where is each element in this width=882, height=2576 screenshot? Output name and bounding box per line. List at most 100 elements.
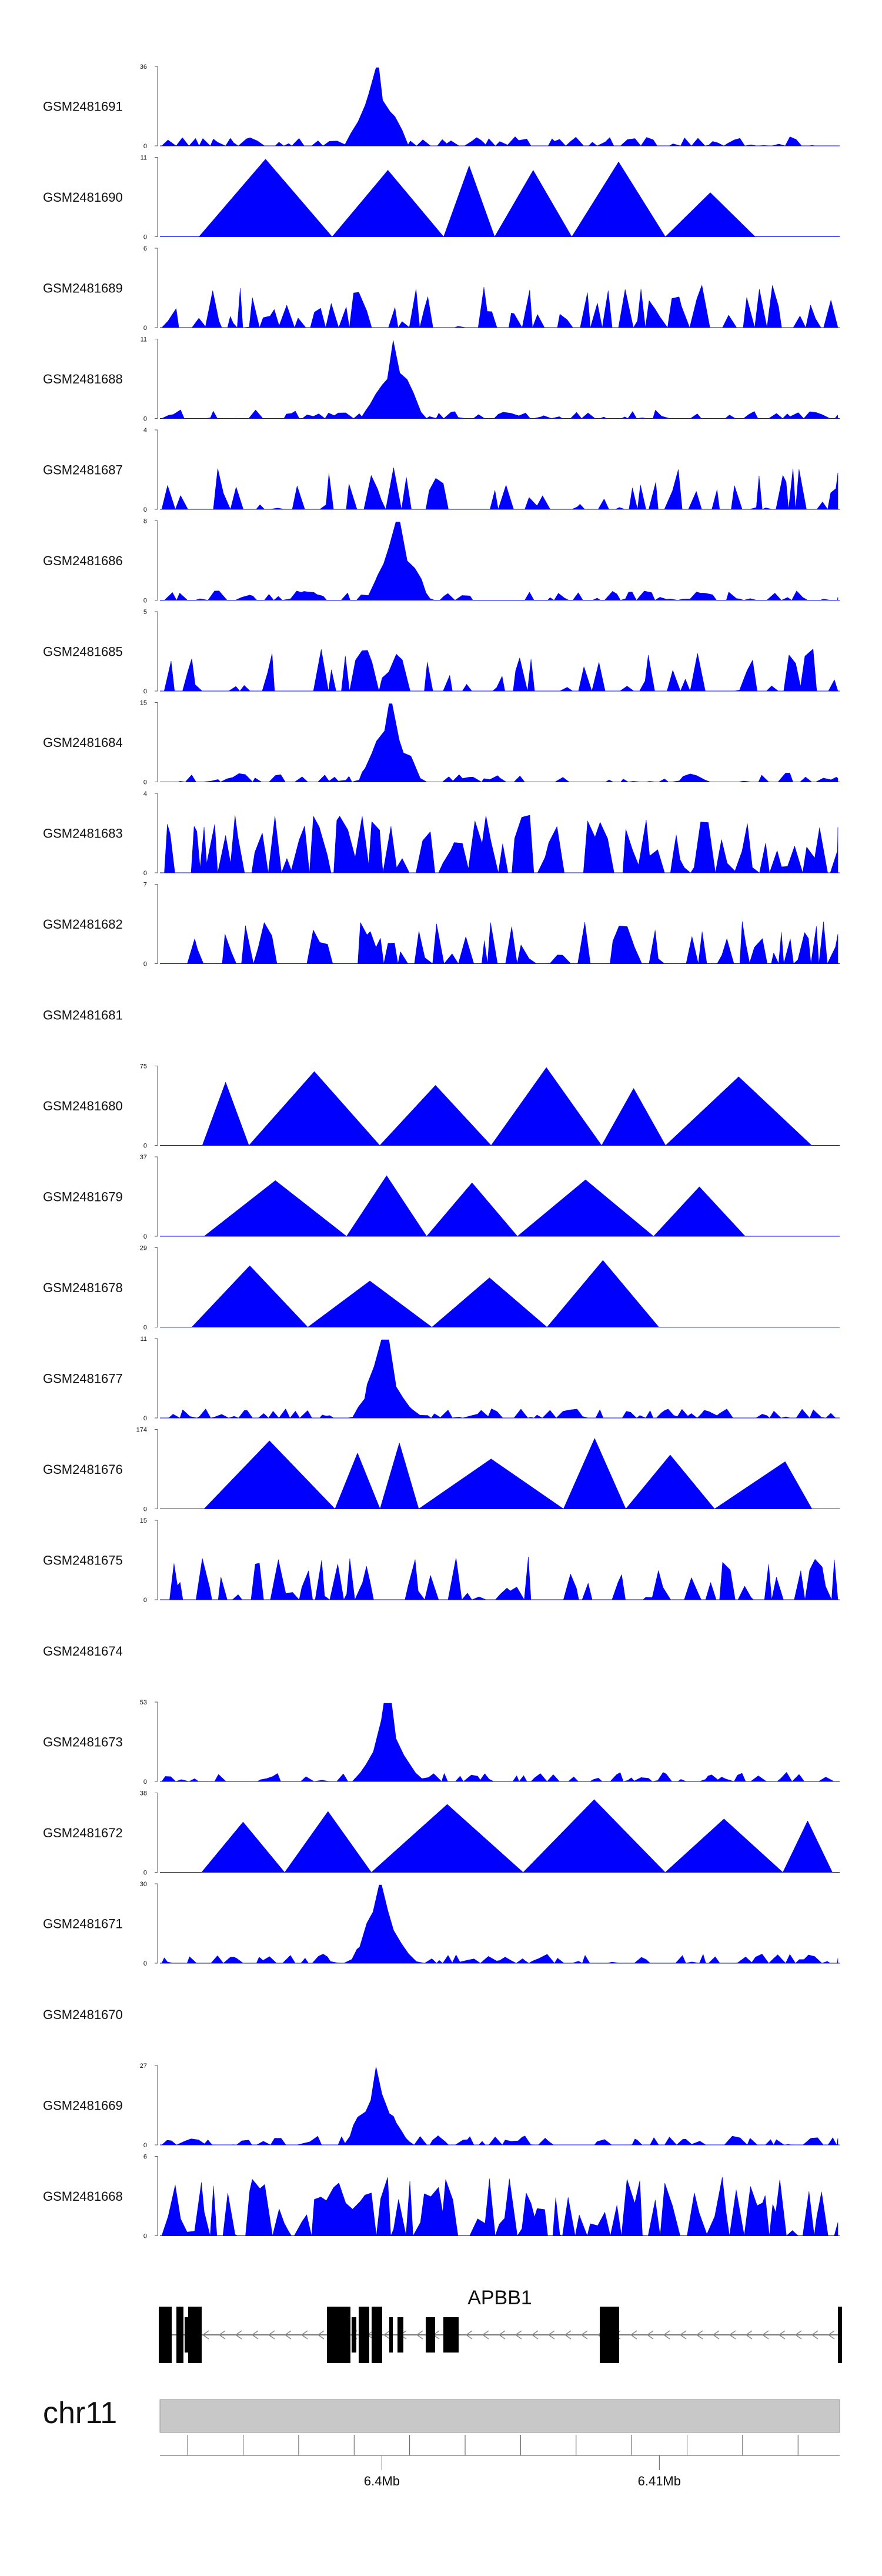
y-max-label: 15 [140,1517,147,1524]
y-zero-label: 0 [143,506,147,513]
strand-arrow [712,2330,720,2340]
strand-arrow [811,2330,818,2340]
strand-arrow [646,2330,654,2340]
y-zero-label: 0 [143,961,147,968]
strand-arrow [235,2330,242,2340]
y-zero-label: 0 [143,2233,147,2240]
strand-arrow [268,2330,275,2340]
exon-block [600,2307,619,2363]
track-label: GSM2481686 [43,553,123,568]
exon-block [426,2317,435,2353]
y-zero-label: 0 [143,143,147,150]
track-label: GSM2481676 [43,1462,123,1477]
track-label: GSM2481675 [43,1553,123,1568]
signal-area [161,67,838,146]
y-max-label: 75 [140,1063,147,1070]
exon-block [838,2307,842,2363]
signal-area [162,703,838,782]
track-label: GSM2481678 [43,1280,123,1295]
exon-block [188,2307,202,2363]
chromosome-ideogram: chr11 6.4Mb 6.41Mb [43,2396,840,2488]
strand-arrow [827,2330,835,2340]
track-GSM2481687: GSM2481687 4 0 [43,427,840,513]
y-zero-label: 0 [143,1960,147,1967]
track-GSM2481668: GSM2481668 6 0 [43,2154,840,2240]
exon-block [327,2307,350,2363]
signal-area [203,1437,813,1510]
strand-arrow [383,2330,390,2340]
signal-area [162,522,838,601]
track-label: GSM2481680 [43,1099,123,1113]
track-label: GSM2481672 [43,1826,123,1840]
track-GSM2481682: GSM2481682 7 0 [43,882,840,968]
track-GSM2481681: GSM2481681 [43,1008,123,1023]
y-max-label: 8 [143,518,147,525]
strand-arrow [580,2330,588,2340]
track-GSM2481670: GSM2481670 [43,2007,123,2022]
track-label: GSM2481685 [43,645,123,659]
track-label: GSM2481691 [43,99,123,114]
strand-arrow [531,2330,539,2340]
strand-arrow [564,2330,572,2340]
track-GSM2481669: GSM2481669 27 0 [43,2063,840,2149]
exon-block [389,2317,393,2353]
signal-area [162,1557,838,1600]
track-GSM2481671: GSM2481671 30 0 [43,1881,840,1967]
y-zero-label: 0 [143,325,147,332]
strand-arrow [547,2330,555,2340]
track-GSM2481677: GSM2481677 11 0 [43,1336,840,1422]
track-label: GSM2481687 [43,463,123,478]
strand-arrow [465,2330,473,2340]
track-label: GSM2481681 [43,1008,123,1023]
y-zero-label: 0 [143,688,147,695]
signal-area [161,468,838,510]
exon-block [185,2317,191,2353]
y-zero-label: 0 [143,1778,147,1786]
signal-area [198,159,756,238]
y-max-label: 11 [141,1336,147,1343]
strand-arrow [317,2330,325,2340]
track-label: GSM2481679 [43,1190,123,1204]
y-max-label: 174 [136,1427,147,1434]
y-zero-label: 0 [143,1870,147,1877]
track-GSM2481680: GSM2481680 75 0 [43,1063,840,1150]
track-GSM2481688: GSM2481688 11 0 [43,336,840,423]
signal-area [161,2066,838,2145]
y-max-label: 5 [143,609,147,616]
y-max-label: 7 [143,882,147,889]
signal-area [162,921,838,965]
track-label: GSM2481683 [43,826,123,841]
track-label: GSM2481671 [43,1917,123,1931]
strand-arrow [778,2330,786,2340]
track-label: GSM2481670 [43,2007,123,2022]
exon-block [359,2307,369,2363]
strand-arrow [679,2330,687,2340]
y-zero-label: 0 [143,2142,147,2149]
track-label: GSM2481673 [43,1735,123,1750]
y-max-label: 37 [140,1154,147,1161]
strand-arrow [514,2330,522,2340]
strand-arrow [218,2330,226,2340]
chromosome-band [159,2399,840,2433]
track-GSM2481676: GSM2481676 174 0 [43,1427,840,1513]
y-max-label: 27 [140,2063,147,2070]
exon-block [352,2317,356,2353]
y-max-label: 15 [140,700,147,707]
y-zero-label: 0 [143,1415,147,1422]
track-label: GSM2481684 [43,735,123,750]
y-max-label: 11 [141,336,147,343]
track-GSM2481678: GSM2481678 29 0 [43,1245,840,1332]
y-max-label: 6 [143,2154,147,2161]
y-zero-label: 0 [143,779,147,786]
track-GSM2481686: GSM2481686 8 0 [43,518,840,605]
y-max-label: 6 [143,245,147,252]
track-label: GSM2481688 [43,372,123,386]
track-GSM2481683: GSM2481683 4 0 [43,790,840,877]
track-label: GSM2481677 [43,1372,123,1386]
y-zero-label: 0 [143,870,147,877]
signal-area [203,1175,746,1237]
y-max-label: 30 [140,1881,147,1888]
exon-block [159,2307,172,2363]
y-zero-label: 0 [143,234,147,241]
